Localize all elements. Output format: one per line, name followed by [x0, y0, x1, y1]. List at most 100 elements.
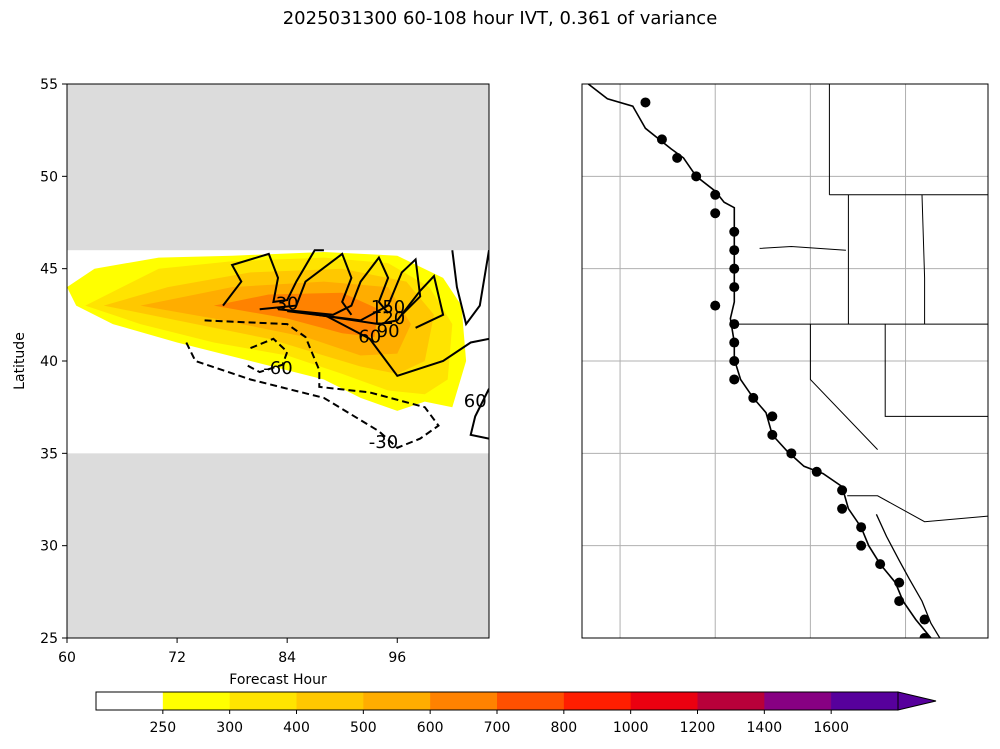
colorbar-swatch: [697, 692, 765, 710]
gulf-coastline: [875, 514, 941, 638]
state-border: [847, 495, 988, 523]
contour-line-unlabeled: [451, 250, 489, 327]
x-axis-label: Forecast Hour: [229, 672, 327, 688]
landfall-point: [856, 522, 867, 533]
masked-region: [67, 453, 489, 638]
state-border: [759, 245, 846, 251]
colorbar-tick-label: 300: [216, 720, 243, 736]
colorbar-swatch: [363, 692, 431, 710]
y-tick-label: 30: [40, 539, 58, 555]
landfall-point: [729, 226, 740, 237]
colorbar-tick-label: 700: [484, 720, 511, 736]
colorbar-tick-label: 1400: [747, 720, 783, 736]
colorbar-swatch: [764, 692, 832, 710]
landfall-point: [856, 540, 867, 551]
landfall-point: [729, 374, 740, 385]
colorbar: 250 300 400 500 600 700 800 1000 1200 1400 1600: [95, 691, 937, 736]
landfall-point: [710, 300, 721, 311]
landfall-point: [811, 466, 822, 477]
map-area: [582, 84, 988, 638]
contour-line-neg60: [245, 337, 289, 374]
x-tick-label: 60: [58, 650, 76, 666]
contour-label: 90: [377, 321, 400, 342]
y-tick-label: 25: [40, 631, 58, 647]
landfall-point: [919, 633, 930, 638]
colorbar-tick-label: 600: [417, 720, 444, 736]
landfall-point: [875, 559, 886, 570]
landfall-point: [729, 245, 740, 256]
contour-label: 120: [371, 308, 405, 329]
contour-line-30: [222, 249, 324, 307]
y-axis-label: Latitude: [12, 332, 28, 390]
y-tick-label: 40: [40, 354, 58, 370]
state-border: [884, 324, 988, 417]
x-tick-label: 84: [278, 650, 296, 666]
landfall-point: [710, 208, 721, 219]
x-tick-label: 72: [168, 650, 186, 666]
contour-label: 30: [276, 293, 299, 314]
colorbar-extend-arrow: [897, 691, 937, 711]
colorbar-tick-label: 800: [550, 720, 577, 736]
landfall-point: [691, 171, 702, 182]
landfall-point: [729, 282, 740, 293]
landfall-point: [729, 356, 740, 366]
contour-label: 150: [371, 297, 405, 318]
landfall-point: [640, 97, 651, 108]
y-tick-label: 45: [40, 262, 58, 278]
map-frame: [581, 83, 989, 639]
landfall-point: [767, 429, 778, 440]
contour-label: 60: [464, 391, 487, 412]
y-tick-label: 50: [40, 169, 58, 185]
landfall-point: [656, 134, 667, 145]
colorbar-swatch: [563, 692, 632, 710]
contour-line-60: [259, 252, 353, 316]
contour-line-neg30: [185, 319, 440, 449]
contour-label: -30: [369, 432, 398, 453]
colorbar-tick-label: 250: [149, 720, 176, 736]
colorbar-tick-label: 1000: [613, 720, 649, 736]
state-border: [809, 324, 878, 450]
contour-line-unlabeled: [323, 313, 489, 377]
colorbar-swatch: [96, 692, 164, 710]
landfall-point: [894, 577, 905, 588]
colorbar-swatch: [229, 692, 297, 710]
figure-title: 2025031300 60-108 hour IVT, 0.361 of var…: [282, 8, 718, 29]
landfall-point: [837, 485, 848, 496]
colorbar-tick-label: 1200: [680, 720, 716, 736]
masked-region: [67, 84, 489, 251]
contour-line-150: [305, 274, 445, 329]
x-tick-label: 96: [388, 650, 406, 666]
landfall-point: [837, 503, 848, 514]
contour-line-60: [469, 388, 489, 440]
state-border: [921, 194, 926, 325]
landfall-point: [748, 392, 759, 403]
landfall-point: [786, 448, 797, 459]
colorbar-swatch: [630, 692, 698, 710]
y-tick-label: 35: [40, 446, 58, 462]
colorbar-swatch: [430, 692, 498, 710]
landfall-point: [894, 596, 905, 607]
colorbar-swatch: [831, 692, 899, 710]
landfall-point: [767, 411, 778, 422]
colorbar-tick-label: 500: [350, 720, 377, 736]
contour-line-90: [277, 255, 390, 316]
colorbar-tick-label: 1600: [813, 720, 849, 736]
colorbar-swatch: [162, 692, 231, 710]
colorbar-tick-label: 400: [283, 720, 310, 736]
landfall-point: [729, 319, 740, 330]
y-tick-label: 55: [40, 77, 58, 93]
colorbar-swatch: [296, 692, 364, 710]
contour-label: -60: [263, 358, 292, 379]
landfall-point: [729, 337, 740, 348]
landfall-point: [672, 152, 683, 163]
landfall-point: [729, 263, 740, 274]
colorbar-swatch: [497, 692, 565, 710]
landfall-point: [919, 614, 930, 625]
ivt-fill-600: [213, 292, 379, 337]
landfall-point: [710, 189, 721, 200]
contour-label: 60: [358, 327, 381, 348]
map-panel: [581, 83, 989, 639]
